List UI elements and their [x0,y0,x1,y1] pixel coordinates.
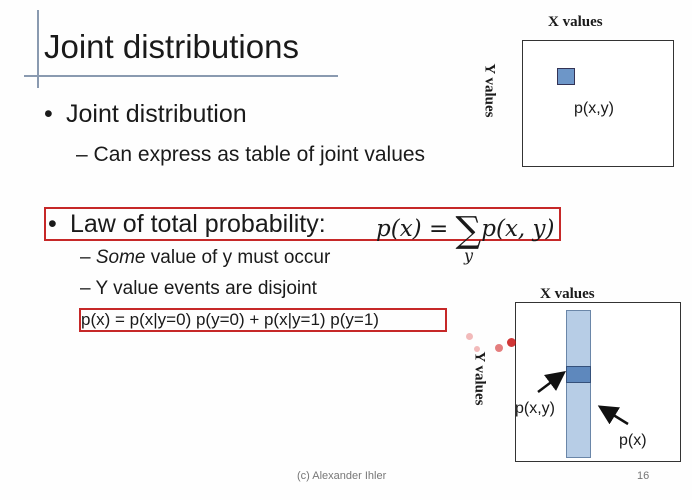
law-highlight-box [44,207,561,241]
top-joint-table [522,40,674,167]
top-cell-label: p(x,y) [574,100,614,117]
bullet-symbol: • [48,210,57,238]
sub-bullet-text: Can express as table of joint values [93,143,426,166]
laser-dot [495,344,503,352]
footer-credit: (c) Alexander Ihler [297,470,387,482]
sub-bullet-text: Y value events are disjoint [95,278,317,299]
sum-sign: ∑ [455,210,482,251]
bullet-law-total-probability: • Law of total probability: [48,210,326,239]
arrow-to-column [597,405,629,426]
bottom-joint-cell [566,366,591,383]
top-joint-cell [557,68,575,85]
sum-subscript: y [464,246,474,265]
formula-lhs: p(x) = [376,216,456,242]
dash-symbol: – [80,247,91,268]
laser-dot [466,333,473,340]
formula-rhs: p(x, y) [481,216,555,242]
dash-symbol: – [80,278,91,299]
law-label: Law of total probability: [70,210,326,238]
equation-text: p(x) = p(x|y=0) p(y=0) + p(x|y=1) p(y=1) [81,310,379,329]
laser-dot [507,338,516,347]
sub-bullet-disjoint: – Y value events are disjoint [80,278,317,300]
title-vertical-rule [37,10,39,88]
bullet-symbol: • [44,100,53,128]
bottom-cell-label: p(x,y) [515,400,555,417]
laser-dot [474,346,480,352]
sub-bullet-some-value: – Some value of y must occur [80,247,330,269]
column-label: p(x) [619,432,647,449]
equation-highlight-box [79,308,447,332]
title-horizontal-rule [24,75,338,77]
bottom-joint-table [515,302,681,462]
bullet-text: Joint distribution [66,100,247,128]
sub-bullet-text: value of y must occur [145,247,331,268]
law-formula: p(x) = ∑p(x, y) [376,210,555,251]
arrow-to-cell [537,371,566,393]
bottom-x-axis-label: X values [540,286,595,302]
bullet-joint-distribution: • Joint distribution [44,100,247,129]
marginal-column [566,310,591,458]
emphasis-text: Some [95,247,146,268]
slide-title: Joint distributions [44,28,299,65]
page-number: 16 [637,470,650,482]
top-x-axis-label: X values [548,14,603,30]
dash-symbol: – [76,143,88,166]
sub-bullet-table: – Can express as table of joint values [76,143,425,167]
